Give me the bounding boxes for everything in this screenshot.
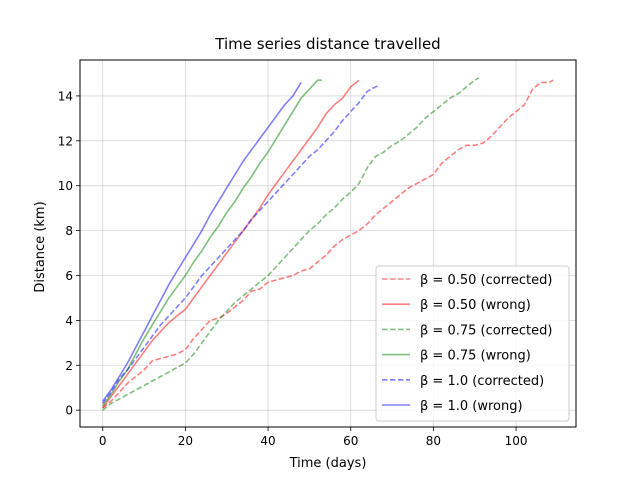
y-tick-label: 8	[65, 224, 73, 238]
chart-title: Time series distance travelled	[214, 35, 440, 53]
legend-label: β = 1.0 (corrected)	[420, 374, 544, 389]
series-line-0	[102, 79, 554, 409]
plot-frame	[79, 59, 577, 428]
legend: β = 0.50 (corrected) β = 0.50 (wrong) β = …	[375, 265, 570, 422]
y-tick-label: 4	[65, 314, 73, 328]
series-line-2	[102, 77, 480, 411]
x-tick-label: 40	[260, 434, 275, 448]
legend-box	[375, 265, 570, 422]
legend-label: β = 0.75 (corrected)	[420, 323, 552, 338]
legend-label: β = 0.50 (corrected)	[420, 273, 552, 288]
series-layer	[102, 77, 554, 411]
x-tick-label: 80	[426, 434, 441, 448]
legend-label: β = 0.50 (wrong)	[420, 298, 531, 313]
y-tick-label: 0	[65, 404, 73, 418]
legend-label: β = 1.0 (wrong)	[420, 399, 523, 414]
x-tick-label: 60	[343, 434, 358, 448]
y-tick-label: 14	[58, 89, 73, 103]
x-axis-label: Time (days)	[289, 456, 367, 471]
y-axis-label: Distance (km)	[33, 201, 48, 292]
series-line-4	[102, 83, 381, 404]
y-tick-label: 6	[65, 269, 73, 283]
series-line-5	[102, 81, 302, 402]
y-tick-label: 12	[58, 134, 73, 148]
x-tick-label: 0	[99, 434, 107, 448]
series-line-3	[102, 79, 322, 407]
series-line-1	[102, 79, 360, 409]
y-tick-label: 2	[65, 359, 73, 373]
y-tick-label: 10	[58, 179, 73, 193]
legend-label: β = 0.75 (wrong)	[420, 349, 531, 364]
axis-ticks: 0 20 40 60 80 100 0 2 4 6 8 10 12 14	[58, 89, 528, 448]
x-tick-label: 20	[178, 434, 193, 448]
x-tick-label: 100	[505, 434, 528, 448]
